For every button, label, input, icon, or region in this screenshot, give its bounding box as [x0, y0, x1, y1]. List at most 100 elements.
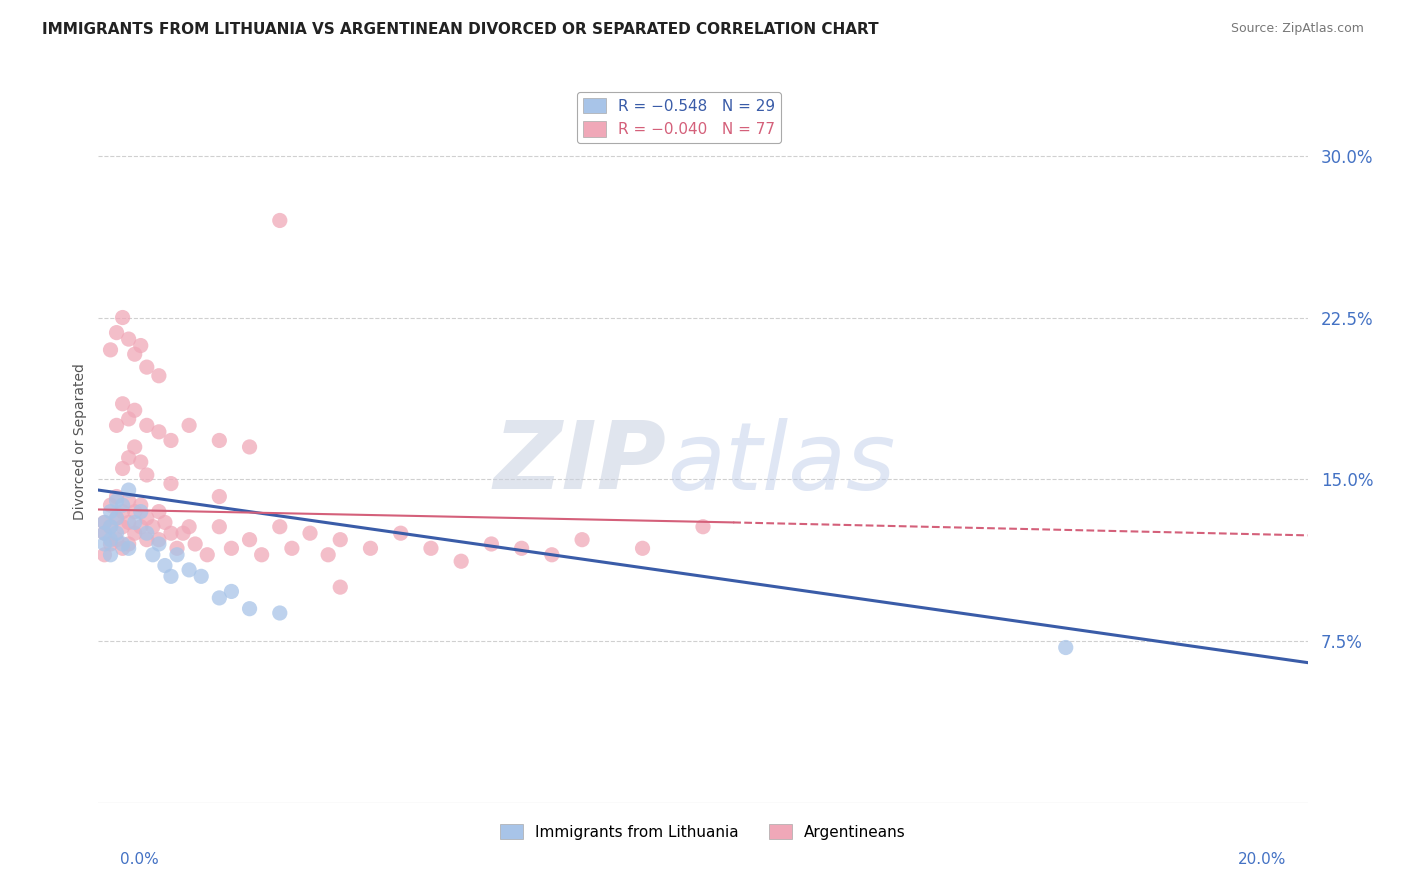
Legend: Immigrants from Lithuania, Argentineans: Immigrants from Lithuania, Argentineans	[494, 818, 912, 846]
Point	[118, 483, 141, 497]
Text: Source: ZipAtlas.com: Source: ZipAtlas.com	[1230, 22, 1364, 36]
Point	[118, 450, 141, 465]
Point	[239, 601, 262, 615]
Point	[105, 326, 128, 340]
Point	[100, 505, 122, 519]
Point	[135, 418, 157, 433]
Point	[153, 558, 176, 573]
Point	[100, 520, 122, 534]
Point	[135, 467, 157, 482]
Point	[160, 434, 183, 448]
Point	[281, 541, 304, 556]
Point	[93, 537, 115, 551]
Point	[118, 541, 141, 556]
Point	[450, 554, 472, 568]
Point	[142, 548, 165, 562]
Point	[124, 403, 146, 417]
Point	[105, 511, 128, 525]
Point	[124, 347, 146, 361]
Point	[190, 569, 212, 583]
Point	[316, 548, 339, 562]
Point	[269, 520, 291, 534]
Point	[100, 548, 122, 562]
Point	[540, 548, 562, 562]
Point	[179, 520, 201, 534]
Point	[93, 526, 115, 541]
Point	[105, 533, 128, 547]
Point	[208, 591, 231, 605]
Point	[179, 563, 201, 577]
Point	[129, 455, 152, 469]
Point	[124, 516, 146, 530]
Point	[100, 520, 122, 534]
Point	[124, 505, 146, 519]
Point	[129, 505, 152, 519]
Point	[299, 526, 322, 541]
Point	[105, 493, 128, 508]
Point	[118, 493, 141, 508]
Point	[118, 516, 141, 530]
Point	[118, 537, 141, 551]
Point	[111, 498, 134, 512]
Point	[329, 533, 352, 547]
Point	[160, 569, 183, 583]
Point	[239, 533, 262, 547]
Point	[389, 526, 412, 541]
Point	[571, 533, 593, 547]
Point	[124, 440, 146, 454]
Point	[142, 520, 165, 534]
Point	[124, 526, 146, 541]
Point	[148, 368, 170, 383]
Point	[208, 434, 231, 448]
Point	[111, 541, 134, 556]
Point	[135, 526, 157, 541]
Point	[135, 511, 157, 525]
Point	[148, 505, 170, 519]
Point	[111, 310, 134, 325]
Point	[160, 526, 183, 541]
Point	[118, 412, 141, 426]
Text: IMMIGRANTS FROM LITHUANIA VS ARGENTINEAN DIVORCED OR SEPARATED CORRELATION CHART: IMMIGRANTS FROM LITHUANIA VS ARGENTINEAN…	[42, 22, 879, 37]
Point	[111, 397, 134, 411]
Text: ZIP: ZIP	[494, 417, 666, 509]
Point	[221, 541, 243, 556]
Point	[179, 418, 201, 433]
Point	[105, 490, 128, 504]
Point	[93, 516, 115, 530]
Point	[250, 548, 273, 562]
Point	[160, 476, 183, 491]
Point	[692, 520, 714, 534]
Point	[239, 440, 262, 454]
Point	[153, 516, 176, 530]
Point	[195, 548, 218, 562]
Point	[100, 533, 122, 547]
Point	[93, 526, 115, 541]
Point	[166, 541, 188, 556]
Point	[166, 548, 188, 562]
Point	[100, 537, 122, 551]
Point	[118, 332, 141, 346]
Point	[100, 343, 122, 357]
Point	[148, 425, 170, 439]
Point	[481, 537, 503, 551]
Point	[269, 213, 291, 227]
Point	[135, 533, 157, 547]
Text: 20.0%: 20.0%	[1239, 852, 1286, 867]
Point	[208, 490, 231, 504]
Point	[510, 541, 533, 556]
Y-axis label: Divorced or Separated: Divorced or Separated	[73, 363, 87, 520]
Text: atlas: atlas	[666, 417, 896, 508]
Point	[100, 498, 122, 512]
Point	[129, 338, 152, 352]
Point	[129, 520, 152, 534]
Point	[111, 505, 134, 519]
Point	[184, 537, 207, 551]
Point	[105, 418, 128, 433]
Point	[148, 537, 170, 551]
Point	[360, 541, 382, 556]
Point	[420, 541, 443, 556]
Point	[111, 461, 134, 475]
Point	[631, 541, 654, 556]
Point	[148, 533, 170, 547]
Point	[93, 516, 115, 530]
